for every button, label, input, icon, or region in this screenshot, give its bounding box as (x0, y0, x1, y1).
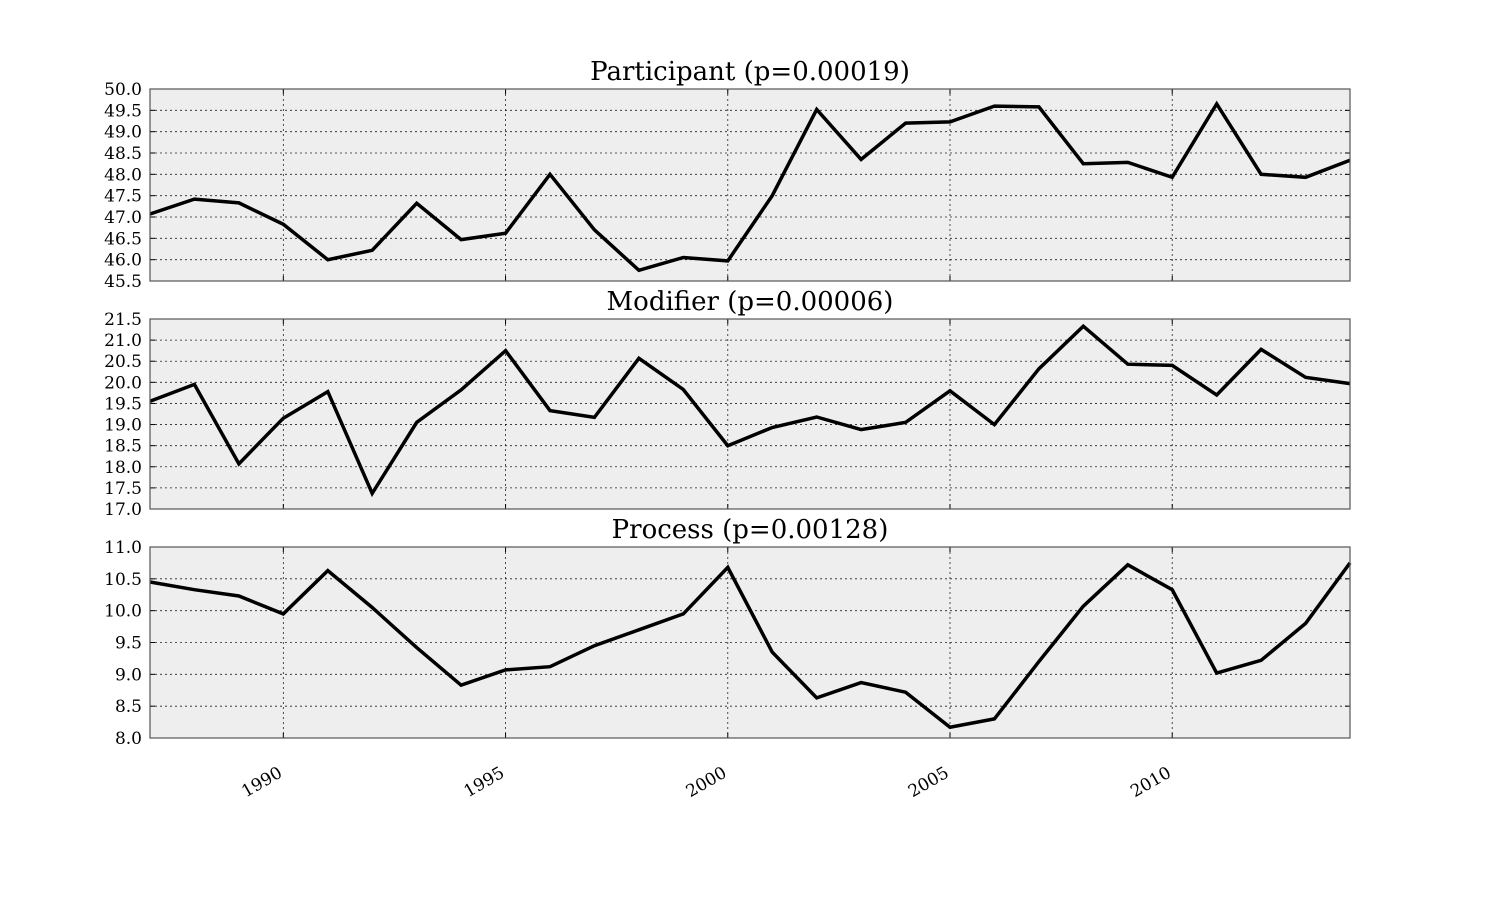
x-tick-label: 2010 (1127, 763, 1174, 802)
y-tick-label: 8.5 (115, 697, 142, 717)
y-tick-label: 17.5 (104, 479, 142, 499)
y-tick-label: 17.0 (104, 500, 142, 520)
y-tick-label: 20.0 (104, 373, 142, 393)
x-tick-label: 2000 (683, 763, 730, 802)
subplot-title: Modifier (p=0.00006) (607, 287, 894, 317)
subplot-1: 45.546.046.547.047.548.048.549.049.550.0… (104, 57, 1351, 292)
y-tick-label: 8.0 (115, 729, 142, 749)
y-tick-label: 18.0 (104, 458, 142, 478)
y-tick-label: 48.5 (104, 144, 142, 164)
y-tick-label: 10.5 (104, 570, 142, 590)
y-tick-label: 47.0 (104, 208, 142, 228)
y-tick-label: 19.0 (104, 416, 142, 436)
plot-frame (149, 88, 1351, 282)
series-line (149, 323, 1351, 498)
subplot-title: Process (p=0.00128) (612, 515, 889, 545)
y-tick-label: 19.5 (104, 394, 142, 414)
y-tick-label: 49.0 (104, 123, 142, 143)
y-tick-label: 9.5 (115, 634, 142, 654)
y-tick-label: 46.0 (104, 251, 142, 271)
subplot-title: Participant (p=0.00019) (590, 57, 910, 87)
x-tick-label: 2005 (905, 763, 952, 802)
y-tick-label: 20.5 (104, 352, 142, 372)
plot-area (150, 89, 1350, 281)
y-tick-label: 9.0 (115, 665, 142, 685)
y-tick-label: 46.5 (104, 229, 142, 249)
subplot-3: 8.0 8.5 9.0 9.5 10.0 10.5 11.0 Process (p=0.001… (104, 515, 1352, 749)
y-tick-label: 21.0 (104, 331, 142, 351)
y-tick-label: 10.0 (104, 602, 142, 622)
subplot-2: 17.017.518.018.519.019.520.020.521.021.5… (104, 287, 1351, 520)
y-tick-label: 47.5 (104, 187, 142, 207)
y-tick-label: 45.5 (104, 272, 142, 292)
plot-frame (149, 546, 1351, 739)
x-tick-label: 1990 (238, 763, 285, 802)
y-tick-label: 18.5 (104, 437, 142, 457)
plot-area (150, 319, 1350, 509)
x-tick-label: 1995 (461, 763, 508, 802)
y-tick-label: 48.0 (104, 165, 142, 185)
y-tick-label: 21.5 (104, 310, 142, 330)
plot-frame (149, 318, 1351, 510)
y-tick-label: 50.0 (104, 80, 142, 100)
y-tick-label: 11.0 (104, 538, 142, 558)
y-tick-label: 49.5 (104, 101, 142, 121)
series-line (149, 561, 1352, 730)
series-line (149, 100, 1351, 273)
